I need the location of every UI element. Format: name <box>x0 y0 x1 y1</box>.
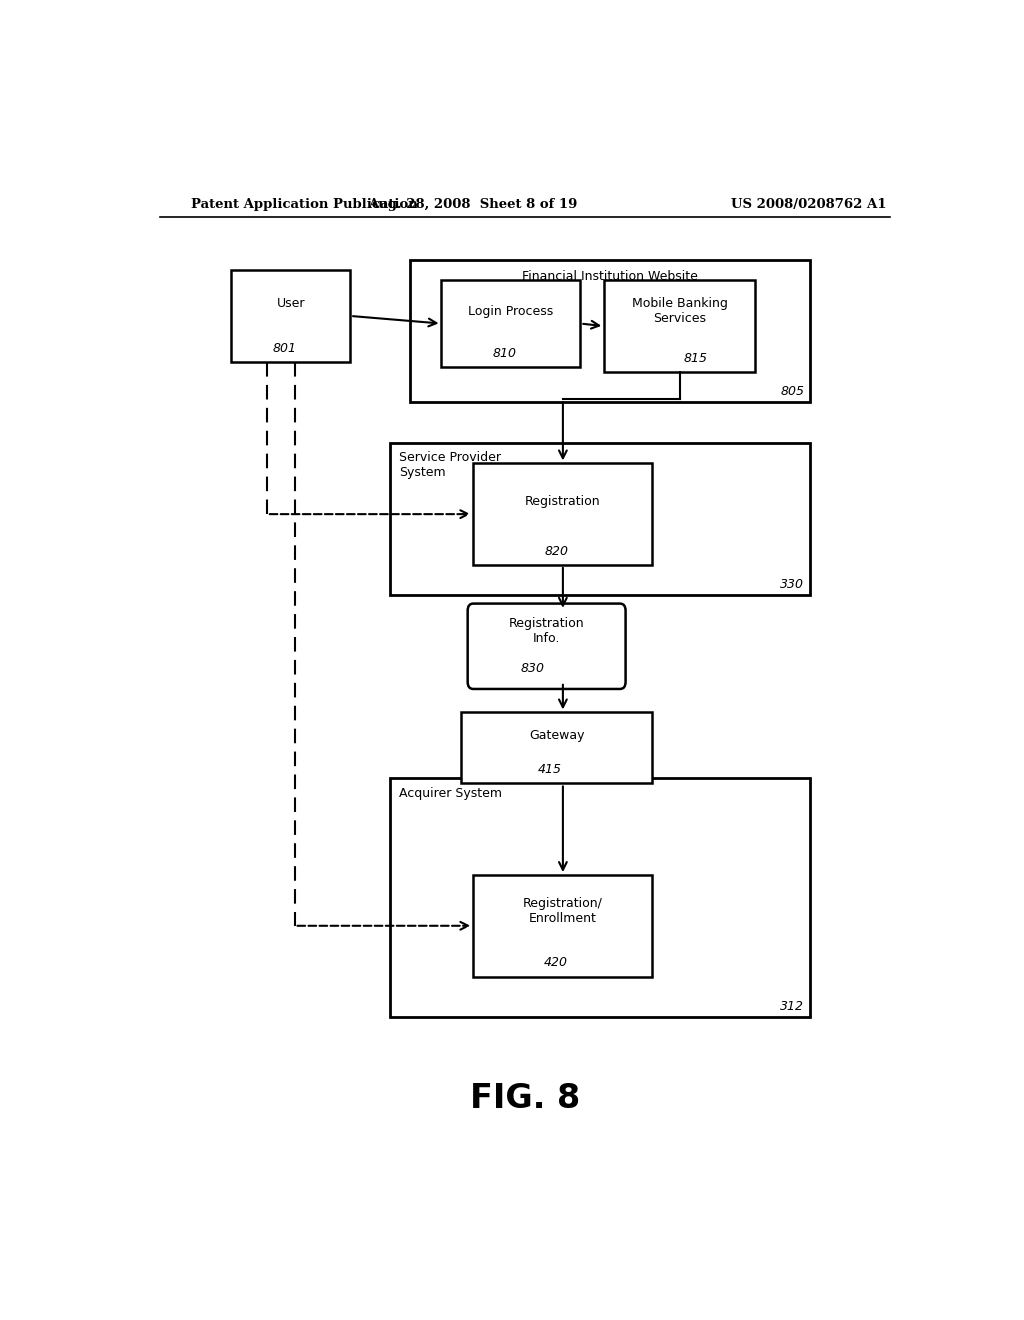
Text: 312: 312 <box>780 1001 804 1014</box>
Text: 801: 801 <box>272 342 296 355</box>
Text: 420: 420 <box>544 957 568 969</box>
Bar <box>473 463 652 565</box>
Text: 820: 820 <box>544 545 568 558</box>
Text: Patent Application Publication: Patent Application Publication <box>191 198 418 211</box>
Bar <box>441 280 581 367</box>
Text: Login Process: Login Process <box>468 305 554 318</box>
Text: Acquirer System: Acquirer System <box>399 787 503 800</box>
Bar <box>461 713 652 784</box>
Bar <box>473 875 652 977</box>
Bar <box>390 779 811 1018</box>
Text: 815: 815 <box>683 351 708 364</box>
Text: Mobile Banking
Services: Mobile Banking Services <box>632 297 727 325</box>
Bar <box>390 444 811 595</box>
Bar <box>231 271 350 362</box>
Text: Registration/
Enrollment: Registration/ Enrollment <box>522 896 602 924</box>
Text: US 2008/0208762 A1: US 2008/0208762 A1 <box>731 198 887 211</box>
Bar <box>604 280 755 372</box>
Text: FIG. 8: FIG. 8 <box>470 1082 580 1115</box>
Text: Financial Institution Website: Financial Institution Website <box>522 271 698 284</box>
Text: 805: 805 <box>780 385 804 399</box>
Bar <box>410 260 811 403</box>
Text: 415: 415 <box>539 763 562 776</box>
Text: User: User <box>276 297 305 310</box>
Text: Registration: Registration <box>524 495 600 508</box>
Text: 830: 830 <box>520 661 545 675</box>
Text: 810: 810 <box>493 347 516 359</box>
Text: Service Provider
System: Service Provider System <box>399 451 502 479</box>
Text: Aug. 28, 2008  Sheet 8 of 19: Aug. 28, 2008 Sheet 8 of 19 <box>369 198 578 211</box>
Text: 330: 330 <box>780 578 804 591</box>
FancyBboxPatch shape <box>468 603 626 689</box>
Text: Registration
Info.: Registration Info. <box>509 616 585 645</box>
Text: Gateway: Gateway <box>528 729 585 742</box>
